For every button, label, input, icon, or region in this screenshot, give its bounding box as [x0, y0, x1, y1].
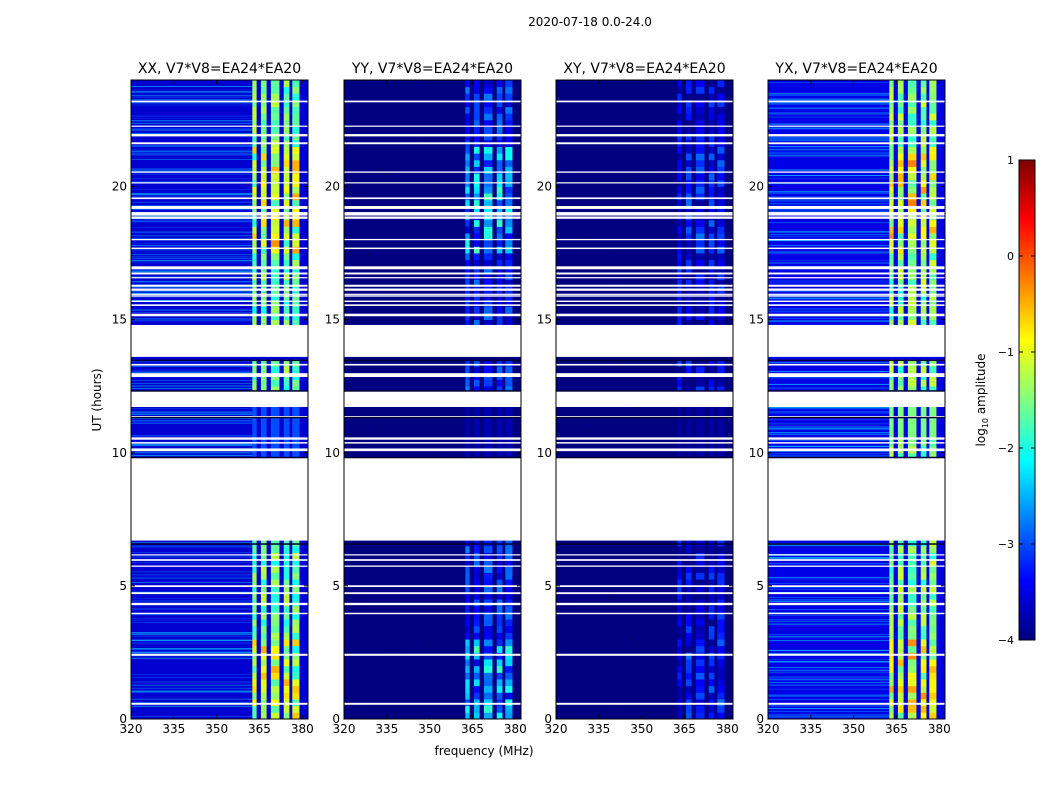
y-tick-label: 5 — [332, 579, 340, 593]
no-data-gap — [131, 324, 308, 357]
no-data-gap — [768, 324, 945, 357]
y-tick-label: 20 — [537, 180, 552, 194]
panel-frame — [555, 79, 734, 720]
figure-suptitle: 2020-07-18 0.0-24.0 — [528, 15, 652, 29]
x-tick-label: 365 — [248, 722, 271, 736]
x-tick-label: 320 — [545, 722, 568, 736]
colorbar-gradient — [1018, 159, 1036, 641]
no-data-gap — [344, 391, 521, 405]
panel-3: XY, V7*V8=EA24*EA20 320 335 350 365 380 0 5 10 15… — [537, 61, 739, 736]
panel-title: YX, V7*V8=EA24*EA20 — [774, 61, 937, 77]
x-tick-label: 335 — [587, 722, 610, 736]
colorbar-tick-label: 1 — [1007, 154, 1014, 167]
y-tick-label: 20 — [325, 180, 340, 194]
no-data-gap — [556, 324, 733, 357]
x-tick-label: 335 — [375, 722, 398, 736]
x-tick-label: 350 — [630, 722, 653, 736]
panel-4: YX, V7*V8=EA24*EA20 320 335 350 365 380 0 5 10 15… — [749, 61, 951, 736]
panel-frame — [767, 79, 946, 720]
heatmap — [556, 80, 733, 719]
x-tick-label: 365 — [673, 722, 696, 736]
no-data-gap — [768, 391, 945, 405]
x-tick-label: 365 — [461, 722, 484, 736]
y-tick-label: 0 — [332, 712, 340, 726]
x-tick-label: 380 — [504, 722, 527, 736]
x-tick-label: 335 — [799, 722, 822, 736]
y-tick-label: 15 — [325, 313, 340, 327]
x-tick-label: 350 — [205, 722, 228, 736]
x-axis-label: frequency (MHz) — [434, 744, 533, 758]
x-tick-label: 320 — [333, 722, 356, 736]
y-tick-label: 5 — [119, 579, 127, 593]
no-data-gap — [344, 324, 521, 357]
heatmap — [131, 80, 308, 719]
x-tick-label: 380 — [928, 722, 951, 736]
no-data-gap — [768, 458, 945, 541]
y-tick-label: 0 — [756, 712, 764, 726]
colorbar-tick-label: −3 — [998, 538, 1014, 551]
no-data-gap — [556, 391, 733, 405]
panel-1: XX, V7*V8=EA24*EA20 320 335 350 365 380 0 5 10 15… — [112, 61, 314, 736]
panel-frame — [343, 79, 522, 720]
heatmap — [344, 80, 521, 719]
colorbar-tick-label: 0 — [1007, 250, 1014, 263]
y-tick-label: 10 — [537, 446, 552, 460]
panel-title: XY, V7*V8=EA24*EA20 — [563, 61, 725, 77]
x-tick-label: 350 — [418, 722, 441, 736]
no-data-gap — [131, 458, 308, 541]
y-tick-label: 10 — [325, 446, 340, 460]
x-tick-label: 365 — [885, 722, 908, 736]
colorbar-tick-label: −1 — [998, 346, 1014, 359]
x-tick-label: 320 — [757, 722, 780, 736]
panels-group: XX, V7*V8=EA24*EA20 320 335 350 365 380 0 5 10 15… — [112, 61, 951, 736]
colorbar-label: log10 amplitude — [974, 354, 990, 447]
y-tick-label: 15 — [112, 313, 127, 327]
heatmap — [768, 80, 945, 719]
x-tick-label: 320 — [120, 722, 143, 736]
y-tick-label: 15 — [749, 313, 764, 327]
colorbar-tick-label: −4 — [998, 634, 1014, 647]
no-data-gap — [556, 458, 733, 541]
y-tick-label: 15 — [537, 313, 552, 327]
no-data-gap — [131, 391, 308, 405]
y-tick-label: 20 — [112, 180, 127, 194]
panel-title: YY, V7*V8=EA24*EA20 — [351, 61, 513, 77]
colorbar-tick-label: −2 — [998, 442, 1014, 455]
x-tick-label: 380 — [291, 722, 314, 736]
panel-2: YY, V7*V8=EA24*EA20 320 335 350 365 380 0 5 10 15… — [325, 61, 527, 736]
colorbar: 1 0 −1 −2 −3 −4 log10 amplitude — [974, 154, 1036, 647]
y-tick-label: 5 — [756, 579, 764, 593]
panel-frame — [130, 79, 309, 720]
x-tick-label: 350 — [842, 722, 865, 736]
y-tick-label: 5 — [544, 579, 552, 593]
no-data-gap — [344, 458, 521, 541]
y-axis-label: UT (hours) — [90, 368, 104, 431]
y-tick-label: 20 — [749, 180, 764, 194]
panel-title: XX, V7*V8=EA24*EA20 — [138, 61, 301, 77]
y-tick-label: 10 — [112, 446, 127, 460]
x-tick-label: 380 — [716, 722, 739, 736]
y-tick-label: 0 — [544, 712, 552, 726]
y-tick-label: 10 — [749, 446, 764, 460]
x-tick-label: 335 — [162, 722, 185, 736]
y-tick-label: 0 — [119, 712, 127, 726]
